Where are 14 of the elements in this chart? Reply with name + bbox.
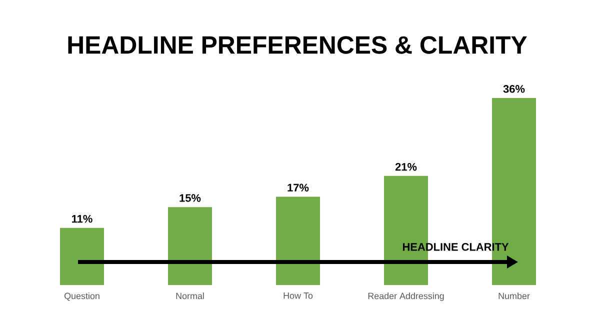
- x-tick-label: Reader Addressing: [368, 292, 444, 301]
- bar: [168, 207, 212, 285]
- x-tick-label: Normal: [176, 292, 204, 300]
- data-label: 11%: [72, 214, 92, 223]
- data-label: 15%: [180, 194, 201, 202]
- x-tick-label: Number: [498, 292, 530, 300]
- bar: [276, 196, 320, 285]
- chart-title: HEADLINE PREFERENCES & CLARITY: [68, 36, 527, 54]
- data-label: 36%: [503, 85, 525, 93]
- x-tick-label: Question: [64, 292, 100, 301]
- bar: [60, 228, 104, 285]
- data-label: 21%: [395, 162, 417, 171]
- x-tick-label: How To: [284, 292, 313, 299]
- data-label: 17%: [288, 184, 309, 192]
